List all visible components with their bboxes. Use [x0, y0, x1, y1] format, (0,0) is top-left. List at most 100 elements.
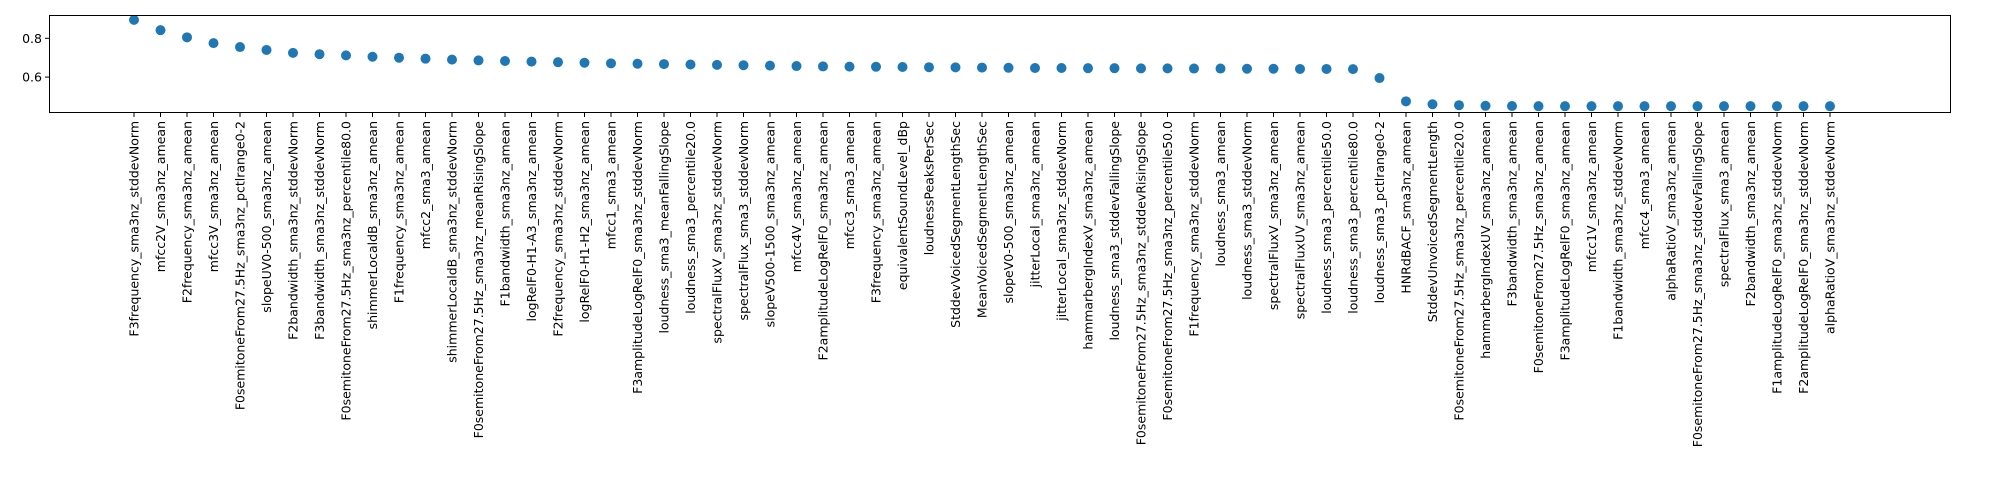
- x-tick-label: F3frequency_sma3nz_stddevNorm: [127, 121, 142, 337]
- data-point: [1109, 63, 1120, 74]
- x-tick-label: loudness_sma3_percentile50.0: [1319, 121, 1334, 314]
- x-tick-label: F1bandwidth_sma3nz_stddevNorm: [1611, 121, 1626, 340]
- data-point: [288, 47, 298, 58]
- x-tick-label: mfcc2_sma3_amean: [418, 121, 433, 249]
- data-point: [420, 53, 431, 64]
- data-point: [208, 38, 219, 49]
- data-point: [1189, 63, 1199, 74]
- data-point: [1056, 62, 1067, 73]
- data-point: [1719, 101, 1729, 112]
- data-point: [1348, 64, 1358, 75]
- x-tick-label: spectralFlux_sma3_amean: [1717, 121, 1732, 287]
- data-point: [1295, 63, 1305, 74]
- x-tick-label: F2bandwidth_sma3nz_stddevNorm: [286, 121, 301, 340]
- y-tick-label: 0.8: [22, 31, 42, 46]
- x-tick-label: F0semitoneFrom27.5Hz_sma3nz_meanRisingSl…: [471, 121, 486, 439]
- data-point: [1003, 62, 1014, 73]
- x-tick-label: F0semitoneFrom27.5Hz_sma3nz_percentile50…: [1160, 121, 1175, 421]
- data-point: [1242, 63, 1252, 74]
- x-tick-label: mfcc4V_sma3nz_amean: [789, 121, 804, 272]
- data-point: [1772, 101, 1782, 112]
- x-tick-label: F3frequency_sma3nz_amean: [869, 121, 884, 303]
- data-points: [129, 14, 1835, 112]
- data-point: [314, 49, 325, 60]
- x-tick-label: mfcc4_sma3_amean: [1637, 121, 1652, 249]
- data-point: [1268, 63, 1279, 74]
- data-point: [1162, 63, 1173, 74]
- data-point: [1692, 101, 1703, 112]
- x-tick-label: spectralFlux_sma3_stddevNorm: [736, 121, 751, 320]
- data-point: [738, 60, 749, 71]
- data-point: [659, 59, 669, 70]
- data-point: [1825, 101, 1835, 112]
- x-tick-label: slopeUV0-500_sma3nz_amean: [259, 121, 274, 313]
- y-axis: 0.6 0.8: [22, 31, 50, 85]
- x-tick-label: F0semitoneFrom27.5Hz_sma3nz_percentile20…: [1452, 121, 1467, 421]
- data-point: [791, 61, 802, 72]
- x-tick-label: mfcc1V_sma3nz_amean: [1584, 121, 1599, 272]
- x-tick-label: F2frequency_sma3nz_amean: [180, 121, 195, 303]
- data-point: [155, 25, 166, 36]
- x-tick-label: loudness_sma3_percentile80.0: [1346, 121, 1361, 314]
- x-tick-label: mfcc3V_sma3nz_amean: [206, 121, 221, 272]
- data-point: [1321, 63, 1332, 74]
- data-point: [1427, 99, 1438, 110]
- x-axis: F3frequency_sma3nz_stddevNorm mfcc2V_sma3…: [127, 112, 1838, 447]
- x-tick-label: alphaRatioV_sma3nz_stddevNorm: [1823, 121, 1838, 334]
- x-tick-label: F3amplitudeLogRelF0_sma3nz_amean: [1558, 121, 1573, 360]
- x-tick-label: jitterLocal_sma3nz_stddevNorm: [1054, 121, 1069, 322]
- x-tick-label: slopeV0-500_sma3nz_amean: [1001, 121, 1016, 304]
- x-tick-label: F1frequency_sma3nz_stddevNorm: [1187, 121, 1202, 337]
- x-tick-label: StddevUnvoicedSegmentLength: [1425, 121, 1440, 322]
- data-point: [1136, 63, 1146, 74]
- data-point: [235, 42, 245, 53]
- x-tick-label: HNRdBACF_sma3nz_amean: [1399, 121, 1414, 294]
- data-point: [182, 32, 192, 43]
- x-tick-label: hammarbergIndexV_sma3nz_amean: [1081, 121, 1096, 350]
- data-point: [977, 62, 987, 73]
- x-tick-label: F0semitoneFrom27.5Hz_sma3nz_stddevRising…: [1134, 121, 1149, 446]
- data-point: [526, 56, 537, 67]
- data-point: [924, 62, 934, 73]
- plot-frame: [49, 15, 1951, 113]
- data-point: [1586, 101, 1597, 112]
- data-point: [897, 62, 908, 73]
- x-tick-label: F3bandwidth_sma3nz_stddevNorm: [312, 121, 327, 340]
- x-tick-label: mfcc3_sma3_amean: [842, 121, 857, 249]
- data-point: [685, 59, 696, 70]
- data-point: [394, 52, 404, 63]
- data-point: [765, 60, 775, 71]
- data-point: [1480, 100, 1491, 111]
- x-tick-label: F1bandwidth_sma3nz_amean: [498, 121, 513, 306]
- x-tick-label: loudness_sma3_stddevFallingSlope: [1107, 121, 1122, 341]
- data-point: [712, 59, 722, 70]
- data-point: [844, 61, 855, 72]
- x-tick-label: F3bandwidth_sma3nz_amean: [1505, 121, 1520, 306]
- data-point: [632, 58, 643, 69]
- x-tick-label: mfcc1_sma3_amean: [604, 121, 619, 249]
- data-point: [473, 55, 484, 66]
- x-tick-label: spectralFluxV_sma3nz_stddevNorm: [710, 121, 725, 343]
- data-point: [1454, 100, 1464, 111]
- x-tick-label: equivalentSoundLevel_dBp: [895, 121, 910, 290]
- x-tick-label: logRelF0-H1-A3_sma3nz_amean: [524, 121, 539, 321]
- x-tick-label: loudness_sma3_percentile20.0: [683, 121, 698, 314]
- data-point: [341, 50, 351, 61]
- x-tick-label: F2bandwidth_sma3nz_amean: [1743, 121, 1758, 306]
- x-tick-label: F0semitoneFrom27.5Hz_sma3nz_pctlrange0-2: [233, 121, 248, 410]
- data-point: [1507, 100, 1517, 111]
- x-tick-label: loudness_sma3_meanFallingSlope: [657, 121, 672, 334]
- x-tick-label: spectralFluxUV_sma3nz_amean: [1293, 121, 1308, 319]
- x-tick-label: MeanVoicedSegmentLengthSec: [975, 121, 990, 318]
- x-tick-label: spectralFluxV_sma3nz_amean: [1266, 121, 1281, 310]
- data-point: [129, 14, 139, 25]
- data-point: [1401, 96, 1411, 107]
- x-tick-label: F3amplitudeLogRelF0_sma3nz_stddevNorm: [630, 121, 645, 394]
- x-tick-label: jitterLocal_sma3nz_amean: [1028, 121, 1043, 288]
- x-tick-label: logRelF0-H1-H2_sma3nz_amean: [577, 121, 592, 323]
- data-point: [500, 55, 510, 66]
- x-tick-label: shimmerLocaldB_sma3nz_stddevNorm: [445, 121, 460, 363]
- data-point: [261, 44, 272, 55]
- x-tick-label: F0semitoneFrom27.5Hz_sma3nz_stddevFallin…: [1690, 121, 1705, 448]
